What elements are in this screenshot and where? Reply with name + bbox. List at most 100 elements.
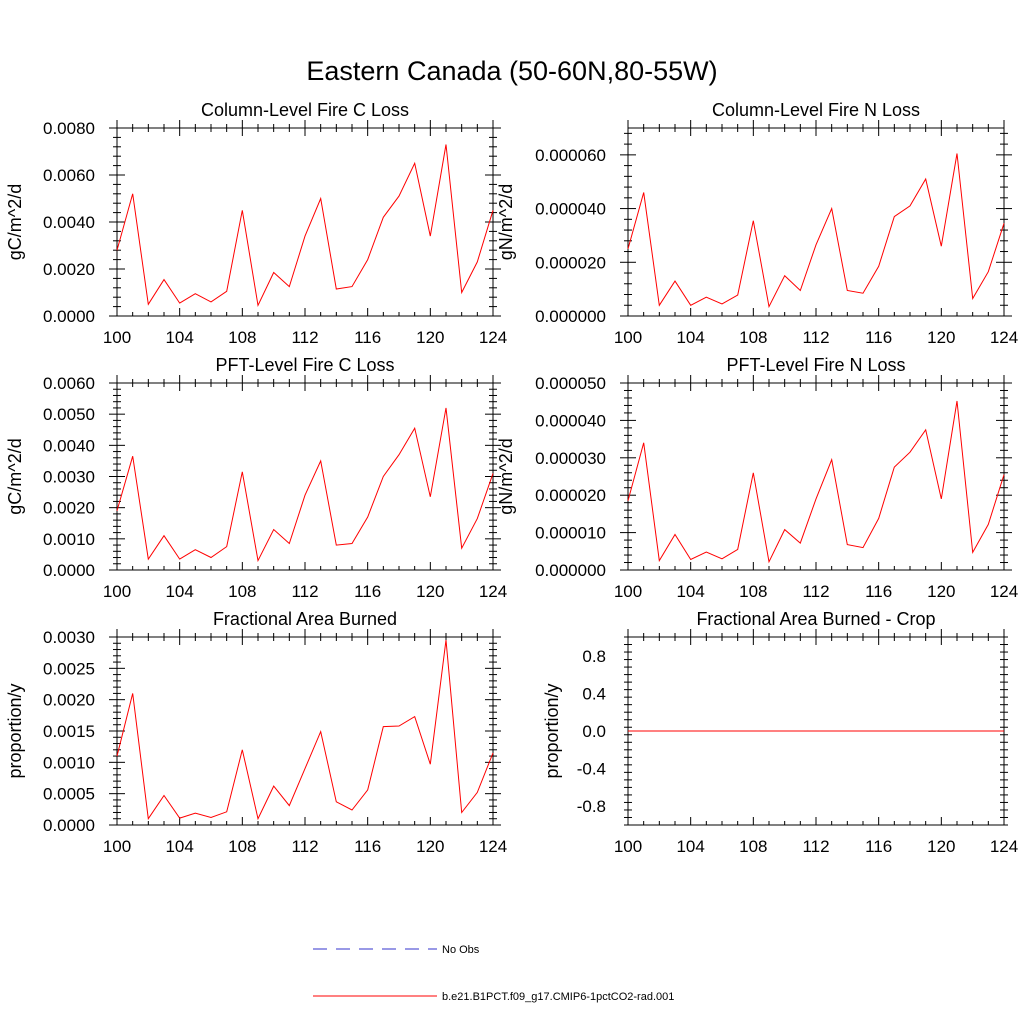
x-tick-label: 100 (614, 328, 642, 347)
x-tick-label: 124 (990, 582, 1018, 601)
y-tick-label: 0.000040 (535, 200, 606, 219)
series-line (627, 153, 1005, 309)
y-tick-label: 0.0050 (43, 405, 95, 424)
chart-panel-5: 100 104 108 112 116 120 124 0.0000 0.0005 0.0010 0… (5, 609, 507, 856)
x-tick-label: 104 (165, 582, 193, 601)
x-tick-label: 116 (865, 837, 892, 856)
x-tick-label: 108 (739, 328, 767, 347)
x-tick-label: 116 (865, 328, 892, 347)
x-tick-label: 120 (416, 582, 444, 601)
y-tick-label: 0.000060 (535, 146, 606, 165)
x-tick-label: 112 (802, 582, 829, 601)
y-axis-label: gC/m^2/d (5, 184, 25, 260)
plot-frame (116, 636, 494, 826)
y-tick-label: 0.0060 (43, 374, 95, 393)
x-tick-label: 120 (416, 328, 444, 347)
x-tick-label: 124 (990, 328, 1018, 347)
x-tick-label: 108 (228, 582, 256, 601)
y-tick-label: 0.0010 (43, 530, 95, 549)
panel-title: Fractional Area Burned (213, 609, 397, 629)
x-tick-label: 112 (802, 837, 829, 856)
x-tick-label: 108 (739, 582, 767, 601)
series-line (627, 400, 1005, 564)
legend-label-model-run: b.e21.B1PCT.f09_g17.CMIP6-1pctCO2-rad.00… (442, 991, 674, 1003)
x-tick-label: 116 (354, 837, 381, 856)
x-tick-label: 120 (927, 328, 955, 347)
panel-title: Fractional Area Burned - Crop (696, 609, 935, 629)
y-tick-label: 0.000050 (535, 374, 606, 393)
y-tick-label: 0.0000 (43, 307, 95, 326)
x-tick-label: 104 (165, 837, 193, 856)
y-axis-label: gN/m^2/d (496, 438, 516, 514)
y-tick-label: 0.0020 (43, 691, 95, 710)
x-tick-label: 120 (416, 837, 444, 856)
y-tick-label: 0.0000 (43, 816, 95, 835)
panel-title: Column-Level Fire N Loss (712, 100, 920, 120)
y-tick-label: 0.4 (582, 684, 606, 703)
panel-title: PFT-Level Fire N Loss (726, 355, 905, 375)
x-tick-label: 108 (228, 837, 256, 856)
x-tick-label: 100 (614, 582, 642, 601)
y-tick-label: 0.0060 (43, 166, 95, 185)
y-axis-label: gC/m^2/d (5, 438, 25, 514)
y-tick-label: 0.0005 (43, 785, 95, 804)
y-tick-label: 0.000020 (535, 486, 606, 505)
x-tick-label: 112 (291, 582, 318, 601)
x-tick-label: 100 (103, 582, 131, 601)
chart-panel-1: 100 104 108 112 116 120 124 0.0000 0.0020 0.0040 0… (5, 100, 507, 347)
chart-panel-4: 100 104 108 112 116 120 124 0.000000 0.000010 0.0… (496, 355, 1018, 601)
panel-title: Column-Level Fire C Loss (201, 100, 409, 120)
y-tick-label: 0.0010 (43, 753, 95, 772)
series-line (116, 640, 494, 821)
y-tick-label: 0.0000 (43, 561, 95, 580)
x-tick-label: 108 (228, 328, 256, 347)
series-line (116, 407, 494, 563)
x-tick-label: 124 (479, 328, 507, 347)
x-tick-label: 112 (802, 328, 829, 347)
plot-frame (627, 382, 1005, 571)
x-tick-label: 104 (676, 837, 704, 856)
y-tick-label: 0.0030 (43, 628, 95, 647)
x-tick-label: 116 (354, 328, 381, 347)
y-tick-label: 0.000000 (535, 561, 606, 580)
y-axis-label: proportion/y (5, 683, 25, 778)
x-tick-label: 104 (676, 582, 704, 601)
y-tick-label: 0.0030 (43, 468, 95, 487)
figure-title: Eastern Canada (50-60N,80-55W) (306, 56, 717, 86)
y-tick-label: 0.000000 (535, 307, 606, 326)
x-tick-label: 120 (927, 582, 955, 601)
y-tick-label: 0.0040 (43, 436, 95, 455)
y-tick-label: -0.4 (577, 760, 606, 779)
y-tick-label: 0.0080 (43, 119, 95, 138)
x-tick-label: 116 (865, 582, 892, 601)
x-tick-label: 124 (479, 582, 507, 601)
x-tick-label: 124 (479, 837, 507, 856)
y-axis-label: proportion/y (542, 683, 562, 778)
x-tick-label: 104 (165, 328, 193, 347)
chart-panel-2: 100 104 108 112 116 120 124 0.000000 0.000020 0.0… (496, 100, 1018, 347)
y-tick-label: 0.0040 (43, 213, 95, 232)
x-tick-label: 100 (614, 837, 642, 856)
y-tick-label: 0.0020 (43, 260, 95, 279)
x-tick-label: 108 (739, 837, 767, 856)
plot-frame (627, 127, 1005, 317)
x-tick-label: 112 (291, 328, 318, 347)
x-tick-label: 112 (291, 837, 318, 856)
y-tick-label: 0.0025 (43, 659, 95, 678)
panels: 100 104 108 112 116 120 124 0.0000 0.0020 0.0040 0… (5, 100, 1018, 856)
y-tick-label: 0.000030 (535, 449, 606, 468)
y-tick-label: 0.000040 (535, 411, 606, 430)
chart-panel-3: 100 104 108 112 116 120 124 0.0000 0.0010 0.0020 0… (5, 355, 507, 601)
y-tick-label: -0.8 (577, 797, 606, 816)
y-tick-label: 0.000020 (535, 253, 606, 272)
plot-frame (116, 382, 494, 571)
legend-label-no-obs: No Obs (442, 944, 480, 956)
x-tick-label: 120 (927, 837, 955, 856)
panel-title: PFT-Level Fire C Loss (215, 355, 394, 375)
x-tick-label: 100 (103, 328, 131, 347)
legend: No Obs b.e21.B1PCT.f09_g17.CMIP6-1pctCO2… (313, 944, 674, 1003)
y-tick-label: 0.0020 (43, 499, 95, 518)
y-tick-label: 0.8 (582, 647, 606, 666)
y-tick-label: 0.000010 (535, 524, 606, 543)
